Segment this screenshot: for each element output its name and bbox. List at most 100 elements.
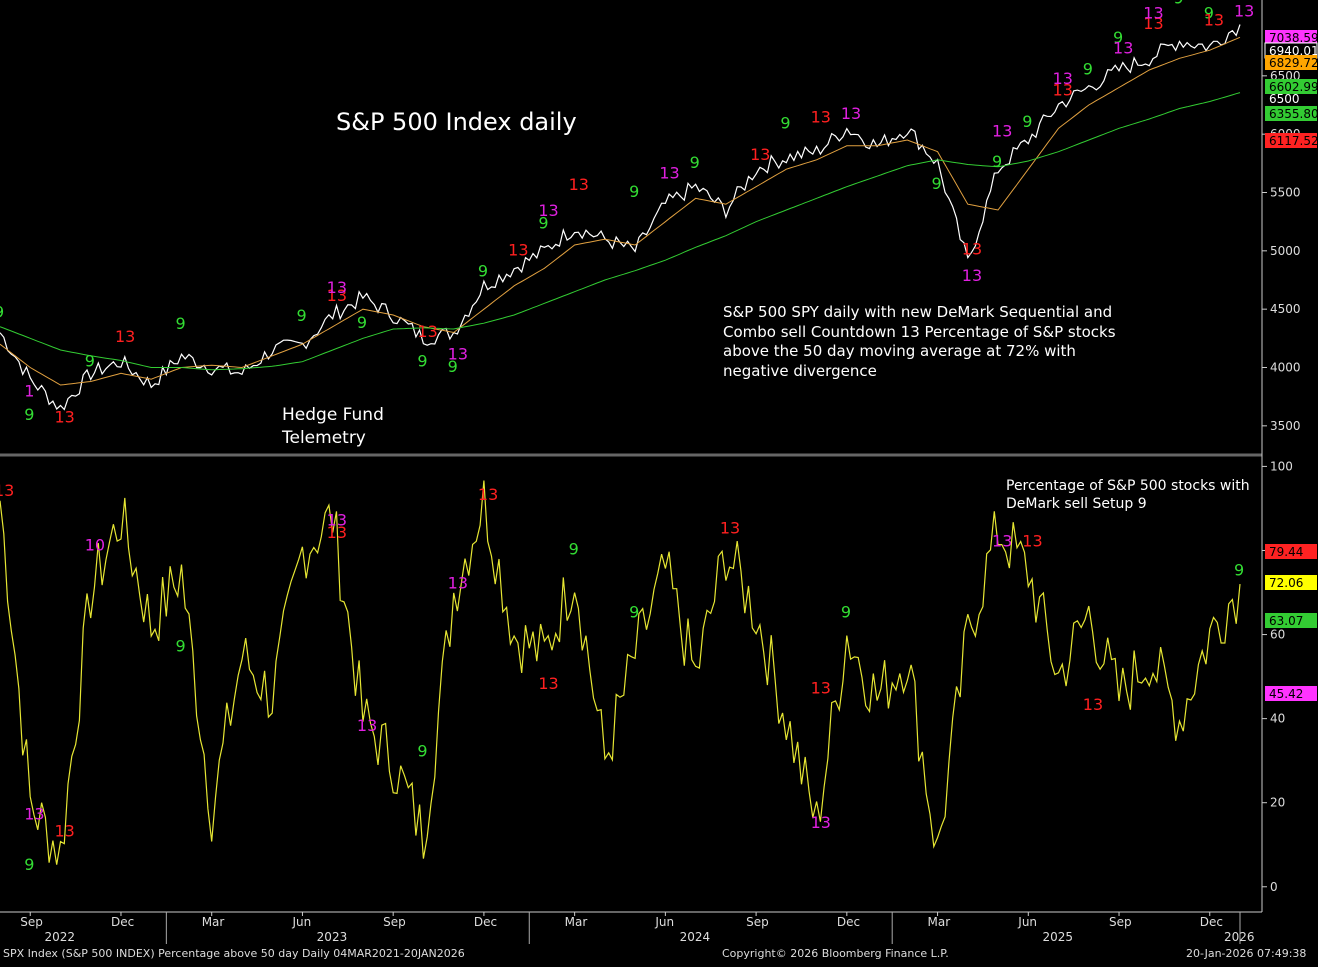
upper-series-line: [0, 36, 1241, 386]
upper-chart-annotation: S&P 500 SPY daily with new DeMark Sequen…: [723, 303, 1116, 380]
upper-price-badge-label: 6940.01: [1269, 44, 1318, 58]
upper-demark-label: 9: [1174, 0, 1184, 8]
year-label: 2026: [1224, 930, 1255, 944]
upper-demark-label: 9: [296, 306, 306, 325]
lower-demark-label: 13: [24, 805, 44, 824]
upper-demark-label: 13: [1113, 39, 1133, 58]
upper-demark-label: 9: [448, 357, 458, 376]
lower-demark-label: 13: [0, 481, 14, 500]
upper-demark-label: 13: [1234, 0, 1254, 2]
month-label: Dec: [474, 915, 497, 929]
lower-demark-label: 13: [1022, 531, 1042, 550]
upper-price-badge: [1265, 133, 1317, 148]
lower-demark-label: 13: [538, 674, 558, 693]
upper-demark-label: 13: [54, 407, 74, 426]
upper-demark-label: 9: [417, 351, 427, 370]
year-label: 2024: [680, 930, 711, 944]
upper-price-badge: [1265, 55, 1317, 70]
upper-demark-label: 13: [841, 104, 861, 123]
footer-copyright: Copyright© 2026 Bloomberg Finance L.P.: [722, 947, 949, 960]
month-label: Dec: [837, 915, 860, 929]
lower-price-badge-label: 72.06: [1269, 576, 1303, 590]
upper-demark-label: 9: [538, 214, 548, 233]
upper-demark-label: 13: [508, 241, 528, 260]
upper-demark-label: 9: [1022, 112, 1032, 131]
upper-ytick-label: 4500: [1270, 302, 1301, 316]
upper-demark-label: 13: [1204, 11, 1224, 30]
upper-demark-label: 13: [327, 278, 347, 297]
month-label: Jun: [654, 915, 674, 929]
footer-timestamp: 20-Jan-2026 07:49:38: [1186, 947, 1307, 960]
lower-ytick-label: 20: [1270, 796, 1285, 810]
upper-demark-label: 13: [750, 145, 770, 164]
month-label: Dec: [111, 915, 134, 929]
year-label: 2025: [1043, 930, 1074, 944]
lower-demark-label: 9: [24, 855, 34, 874]
lower-demark-label: 13: [478, 485, 498, 504]
lower-demark-label: 13: [992, 531, 1012, 550]
lower-price-badge: [1265, 613, 1317, 628]
upper-price-badge-label: 6355.80: [1269, 107, 1318, 121]
upper-demark-label: 9: [1204, 4, 1214, 23]
upper-price-badge-label: 6602.99: [1269, 80, 1318, 94]
month-label: Sep: [746, 915, 769, 929]
month-label: Sep: [1109, 915, 1132, 929]
upper-demark-label: 9: [629, 182, 639, 201]
lower-demark-label: 9: [629, 603, 639, 622]
lower-price-badge: [1265, 544, 1317, 559]
upper-demark-label: 13: [417, 322, 437, 341]
upper-price-badge-label: 6500: [1269, 92, 1300, 106]
lower-demark-label: 13: [327, 510, 347, 529]
month-label: Sep: [20, 915, 43, 929]
upper-demark-label: 9: [1083, 60, 1093, 79]
hedge-fund-telemetry-watermark: Hedge Fund Telemetry: [282, 405, 384, 448]
upper-demark-label: 13: [962, 239, 982, 258]
lower-demark-label: 13: [1083, 695, 1103, 714]
upper-ytick-label: 5000: [1270, 244, 1301, 258]
time-axis: Sep Dec Mar Jun Sep Dec Mar Jun Sep Dec Mar Jun Sep D…: [20, 912, 1255, 944]
lower-demark-label: 13: [54, 821, 74, 840]
lower-demark-label: 13: [720, 519, 740, 538]
lower-ytick-label: 60: [1270, 628, 1285, 642]
upper-price-badge-label: 6829.72: [1269, 56, 1318, 70]
upper-demark-label: 9: [0, 302, 4, 321]
upper-demark-label: 13: [1053, 81, 1073, 100]
upper-demark-label: 9: [992, 152, 1002, 171]
upper-demark-label: 9: [175, 314, 185, 333]
upper-price-badge: [1265, 79, 1317, 94]
upper-ytick-label: 5500: [1270, 186, 1301, 200]
lower-demark-label: 9: [841, 603, 851, 622]
upper-demark-label: 9: [780, 113, 790, 132]
upper-demark-label: 13: [1143, 14, 1163, 33]
lower-demark-label: 9: [1234, 561, 1244, 580]
upper-demark-label: 13: [448, 344, 468, 363]
lower-price-badge-label: 63.07: [1269, 614, 1303, 628]
month-label: Jun: [1017, 915, 1037, 929]
upper-series-line: [0, 92, 1241, 371]
lower-price-badge-label: 45.42: [1269, 687, 1303, 701]
lower-demark-label: 9: [569, 540, 579, 559]
lower-demark-label: 9: [175, 636, 185, 655]
lower-demark-label: 13: [327, 523, 347, 542]
upper-demark-label: 9: [357, 313, 367, 332]
upper-ytick-label: 4000: [1270, 361, 1301, 375]
month-label: Mar: [928, 915, 951, 929]
year-label: 2022: [44, 930, 75, 944]
upper-demark-label: 13: [992, 122, 1012, 141]
upper-demark-label: 9: [85, 351, 95, 370]
lower-price-badge: [1265, 575, 1317, 590]
upper-ytick-label: 3500: [1270, 419, 1301, 433]
lower-ytick-label: 100: [1270, 459, 1293, 473]
month-label: Mar: [202, 915, 225, 929]
year-label: 2023: [317, 930, 348, 944]
lower-demark-label: 13: [357, 716, 377, 735]
lower-demark-label: 13: [811, 813, 831, 832]
upper-demark-label: 13: [115, 327, 135, 346]
upper-price-badge-label: 7038.59: [1269, 31, 1318, 45]
upper-price-panel: 3500400045005000550060006500919139139913…: [0, 0, 1318, 433]
upper-demark-label: 9: [24, 405, 34, 424]
upper-demark-label: 1: [24, 382, 34, 401]
upper-demark-label: 9: [1113, 28, 1123, 47]
